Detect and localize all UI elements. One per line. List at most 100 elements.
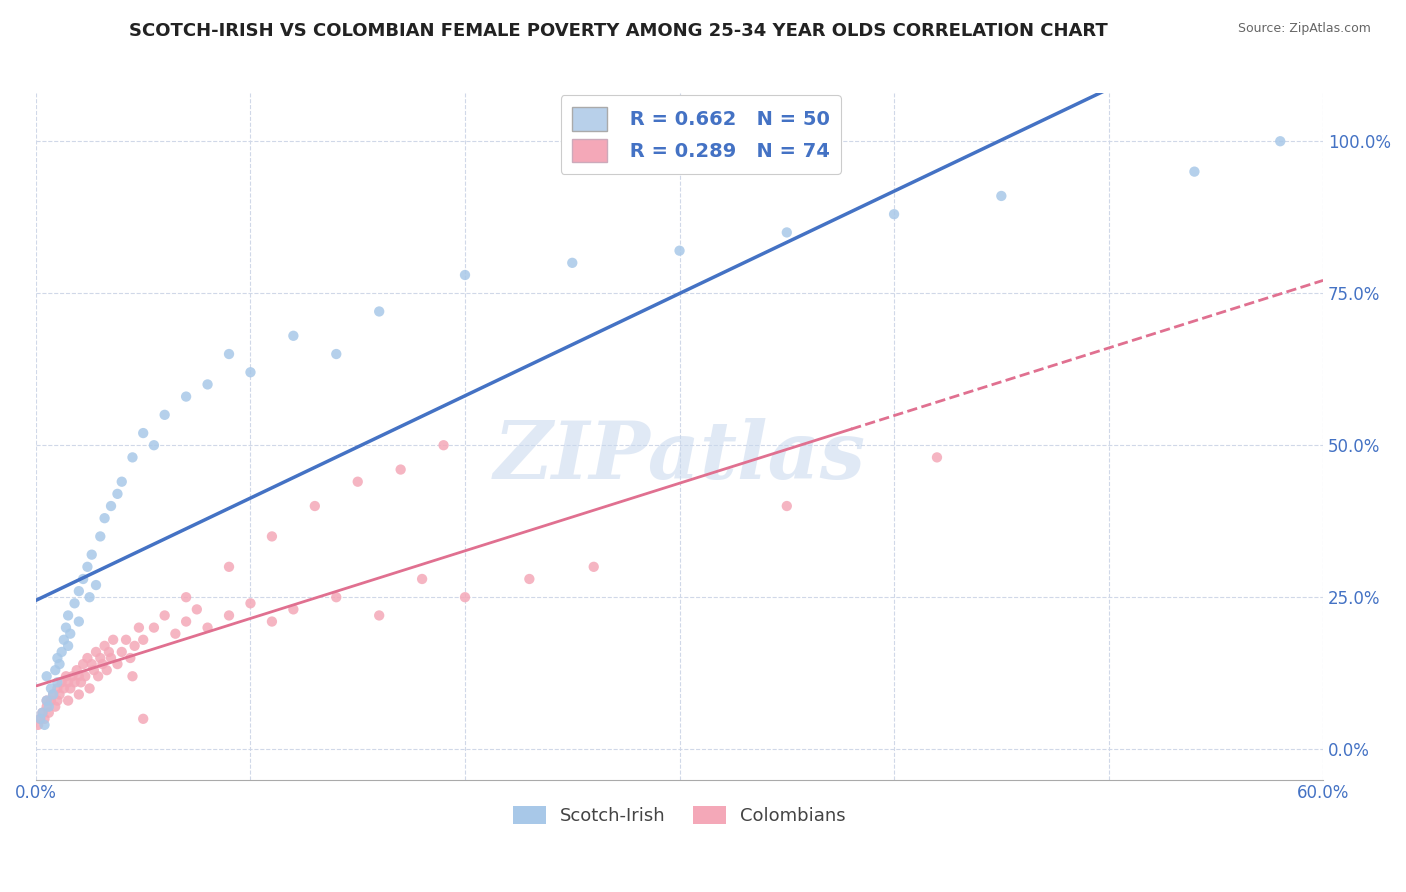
Point (55, 669, 77, 683)
Point (27, 718, 49, 732)
Point (132, 632, 155, 647)
Point (87, 669, 110, 683)
Point (325, 591, 347, 605)
Point (111, 475, 134, 489)
Point (115, 632, 138, 647)
Point (46, 651, 69, 665)
Point (63, 596, 86, 610)
Point (561, 256, 583, 270)
Point (107, 657, 129, 672)
Point (111, 645, 134, 659)
Point (31, 706, 53, 720)
Point (59, 626, 82, 640)
Point (39, 693, 62, 707)
Point (67, 584, 90, 599)
Point (67, 688, 90, 702)
Point (56, 639, 79, 653)
Point (34, 712, 56, 726)
Point (260, 529, 283, 543)
Point (75, 669, 97, 683)
Point (1270, 134, 1292, 148)
Point (35, 699, 58, 714)
Point (668, 244, 690, 258)
Point (776, 499, 799, 513)
Point (128, 621, 150, 635)
Point (346, 475, 368, 489)
Point (51, 675, 73, 690)
Point (218, 608, 240, 623)
Point (42, 688, 65, 702)
Point (132, 426, 155, 441)
Point (121, 669, 143, 683)
Point (197, 377, 219, 392)
Point (72, 572, 94, 586)
Point (84, 578, 107, 592)
Point (83, 663, 105, 677)
Point (239, 365, 262, 379)
Point (30, 712, 52, 726)
Point (51, 645, 73, 659)
Point (411, 572, 433, 586)
Point (454, 268, 477, 282)
Point (582, 559, 605, 574)
Point (84, 645, 107, 659)
Point (67, 615, 90, 629)
Text: ZIPatlas: ZIPatlas (494, 418, 866, 495)
Point (72, 657, 94, 672)
Text: SCOTCH-IRISH VS COLOMBIAN FEMALE POVERTY AMONG 25-34 YEAR OLDS CORRELATION CHART: SCOTCH-IRISH VS COLOMBIAN FEMALE POVERTY… (129, 22, 1108, 40)
Point (121, 450, 143, 465)
Point (67, 669, 90, 683)
Point (100, 499, 122, 513)
Point (66, 663, 89, 677)
Point (79, 591, 101, 605)
Point (368, 304, 391, 318)
Point (56, 693, 79, 707)
Point (165, 626, 187, 640)
Point (1184, 164, 1206, 178)
Point (519, 572, 541, 586)
Point (56, 608, 79, 623)
Point (93, 639, 115, 653)
Point (883, 207, 905, 221)
Text: Source: ZipAtlas.com: Source: ZipAtlas.com (1237, 22, 1371, 36)
Point (174, 591, 197, 605)
Point (93, 511, 115, 525)
Point (925, 450, 948, 465)
Point (218, 347, 240, 361)
Point (31, 706, 53, 720)
Point (132, 712, 155, 726)
Point (76, 651, 98, 665)
Point (97, 645, 120, 659)
Point (60, 669, 83, 683)
Point (776, 226, 799, 240)
Point (63, 675, 86, 690)
Point (44, 699, 66, 714)
Point (35, 693, 58, 707)
Point (76, 559, 98, 574)
Point (120, 651, 142, 665)
Point (80, 548, 103, 562)
Point (260, 615, 283, 629)
Point (80, 657, 103, 672)
Point (38, 706, 60, 720)
Point (389, 462, 412, 476)
Point (46, 675, 69, 690)
Point (218, 559, 240, 574)
Legend: Scotch-Irish, Colombians: Scotch-Irish, Colombians (506, 798, 853, 832)
Point (48, 657, 70, 672)
Point (197, 621, 219, 635)
Point (142, 438, 165, 452)
Point (34, 718, 56, 732)
Point (186, 602, 208, 616)
Point (283, 328, 305, 343)
Point (96, 663, 118, 677)
Point (42, 688, 65, 702)
Point (46, 681, 69, 696)
Point (52, 681, 75, 696)
Point (124, 639, 146, 653)
Point (100, 651, 122, 665)
Point (142, 621, 165, 635)
Point (56, 675, 79, 690)
Point (38, 699, 60, 714)
Point (174, 390, 197, 404)
